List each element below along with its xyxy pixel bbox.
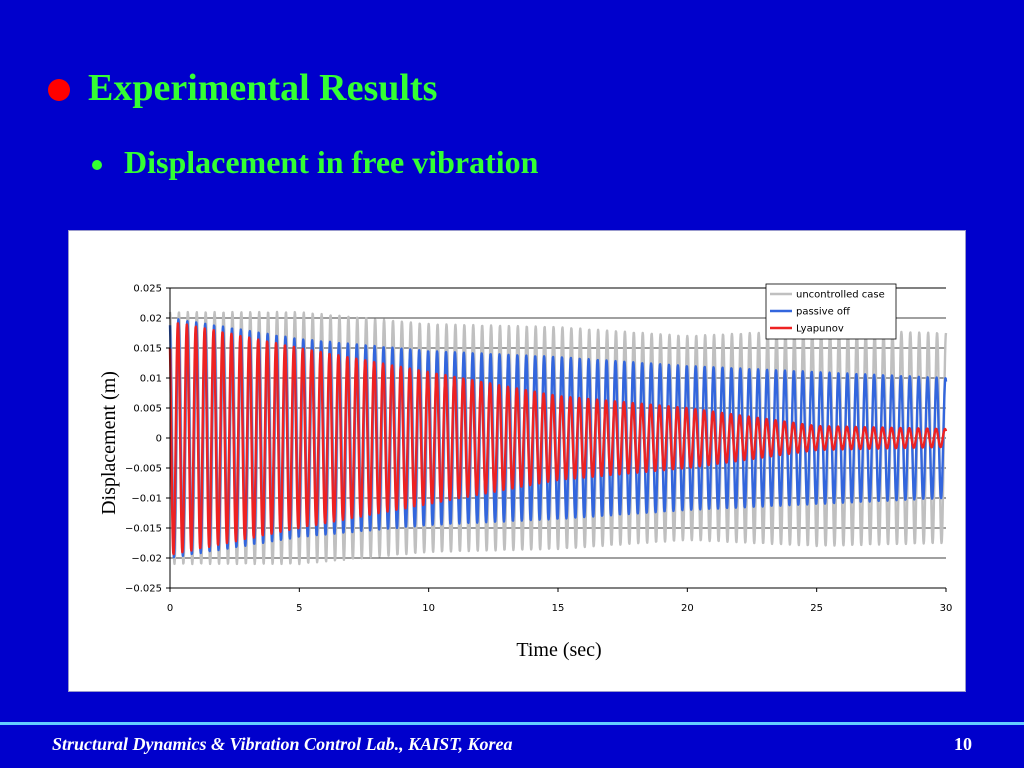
slide-subtitle: Displacement in free vibration bbox=[92, 144, 538, 181]
y-tick-label: 0.025 bbox=[133, 284, 162, 295]
y-tick-label: 0.005 bbox=[133, 404, 162, 415]
x-axis-label: Time (sec) bbox=[516, 639, 601, 661]
x-tick-label: 15 bbox=[552, 603, 565, 614]
legend: uncontrolled case passive off Lyapunov bbox=[765, 283, 897, 340]
x-tick-label: 10 bbox=[422, 603, 435, 614]
axes bbox=[166, 287, 947, 592]
x-tick-label: 20 bbox=[681, 603, 694, 614]
series-layer bbox=[168, 310, 948, 566]
y-tick-label: −0.01 bbox=[131, 494, 162, 505]
y-tick-label: 0.02 bbox=[140, 314, 162, 325]
title-bullet-icon bbox=[48, 79, 70, 101]
x-tick-label: 25 bbox=[810, 603, 823, 614]
chart-panel: 0.025 0.02 0.015 0.01 0.005 0 −0.005 −0.01 −0.01… bbox=[68, 230, 966, 692]
series-line-passive-off bbox=[168, 318, 948, 559]
footer-text: Structural Dynamics & Vibration Control … bbox=[52, 734, 513, 754]
displacement-chart: 0.025 0.02 0.015 0.01 0.005 0 −0.005 −0.01 −0.01… bbox=[98, 283, 952, 662]
y-tick-label: 0.015 bbox=[133, 344, 162, 355]
y-tick-label: 0 bbox=[156, 434, 162, 445]
legend-label: passive off bbox=[796, 307, 851, 318]
legend-label: Lyapunov bbox=[796, 324, 844, 335]
slide-subtitle-text: Displacement in free vibration bbox=[124, 144, 539, 180]
series-line-lyapunov bbox=[168, 322, 948, 556]
page-number: 10 bbox=[954, 734, 972, 754]
slide-title: Experimental Results bbox=[48, 66, 437, 110]
tick-labels: 0.025 0.02 0.015 0.01 0.005 0 −0.005 −0.01 −0.01… bbox=[125, 284, 952, 615]
y-tick-label: −0.02 bbox=[131, 554, 162, 565]
series-line-uncontrolled-case bbox=[168, 310, 948, 566]
legend-label: uncontrolled case bbox=[796, 290, 885, 301]
subtitle-bullet-icon bbox=[92, 159, 102, 170]
footer-divider bbox=[0, 722, 1024, 725]
x-tick-label: 5 bbox=[296, 603, 302, 614]
y-tick-label: −0.005 bbox=[125, 464, 162, 475]
y-axis-label: Displacement (m) bbox=[98, 371, 120, 515]
slide-title-text: Experimental Results bbox=[88, 67, 438, 109]
y-tick-label: −0.025 bbox=[125, 584, 162, 595]
y-tick-label: 0.01 bbox=[140, 374, 162, 385]
x-tick-label: 30 bbox=[940, 603, 953, 614]
x-tick-label: 0 bbox=[167, 603, 173, 614]
y-tick-label: −0.015 bbox=[125, 524, 162, 535]
